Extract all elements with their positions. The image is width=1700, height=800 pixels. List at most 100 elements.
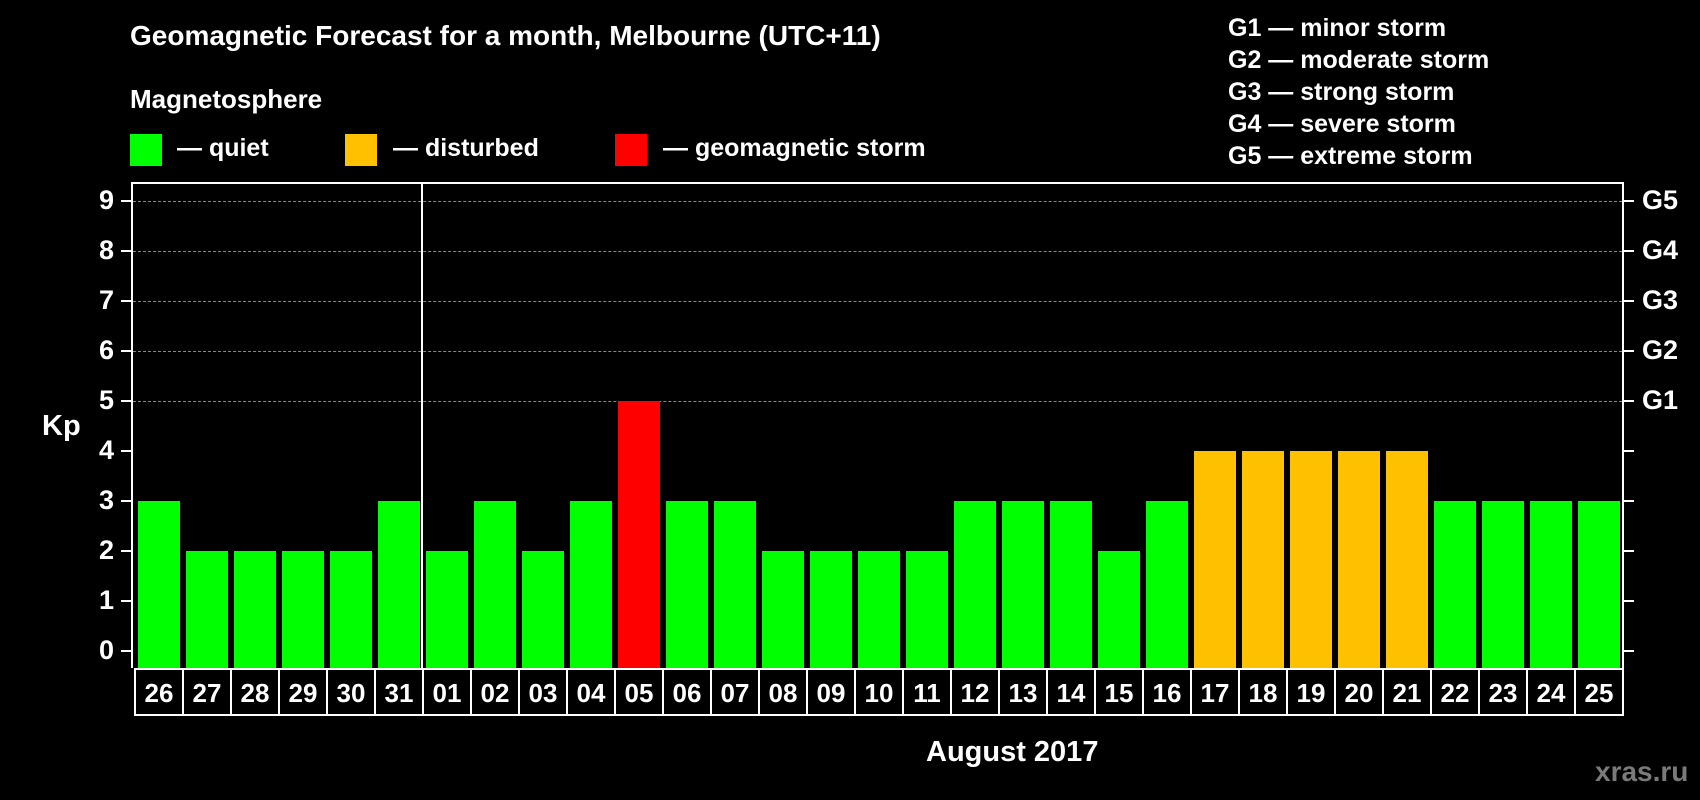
x-tick-label: 30	[328, 670, 376, 716]
y-axis-label: Kp	[42, 410, 81, 442]
gridline	[133, 401, 1622, 402]
x-tick-label: 09	[808, 670, 856, 716]
y-tick-right	[1624, 600, 1634, 602]
bar-quiet	[1002, 501, 1044, 668]
bar-quiet	[810, 551, 852, 668]
y-tick-label: 6	[98, 335, 114, 365]
x-tick-label: 29	[280, 670, 328, 716]
x-tick-label: 19	[1288, 670, 1336, 716]
y-tick-label: 9	[98, 185, 114, 215]
storm-scale-g1: G1 — minor storm	[1228, 14, 1447, 42]
x-tick-label: 16	[1144, 670, 1192, 716]
bar-quiet	[762, 551, 804, 668]
bar-disturbed	[1338, 451, 1380, 668]
y-tick-label: 0	[98, 635, 114, 665]
y-tick	[121, 250, 131, 252]
y-tick	[121, 200, 131, 202]
bar-quiet	[378, 501, 420, 668]
y-tick-right	[1624, 300, 1634, 302]
y-tick-label: 5	[98, 385, 114, 415]
x-tick-label: 18	[1240, 670, 1288, 716]
x-tick-label: 13	[1000, 670, 1048, 716]
bar-quiet	[1146, 501, 1188, 668]
bar-quiet	[474, 501, 516, 668]
y-tick-label: 2	[98, 535, 114, 565]
bar-quiet	[906, 551, 948, 668]
x-tick-label: 02	[472, 670, 520, 716]
y-tick	[121, 450, 131, 452]
y-tick-label: 8	[98, 235, 114, 265]
legend-label-quiet: — quiet	[177, 134, 269, 162]
watermark: xras.ru	[1595, 756, 1689, 787]
g-level-label: G5	[1642, 185, 1679, 215]
bar-quiet	[570, 501, 612, 668]
legend-swatch-storm	[615, 134, 647, 166]
x-tick-label: 25	[1584, 678, 1614, 708]
storm-scale-g2: G2 — moderate storm	[1228, 46, 1490, 74]
y-tick-label: 3	[98, 485, 114, 515]
legend-label-disturbed: — disturbed	[393, 134, 539, 162]
y-tick	[121, 600, 131, 602]
x-tick-label: 23	[1480, 670, 1528, 716]
chart-title: Geomagnetic Forecast for a month, Melbou…	[130, 20, 881, 51]
y-tick-label: 4	[98, 435, 114, 465]
bar-disturbed	[1194, 451, 1236, 668]
bar-quiet	[1050, 501, 1092, 668]
x-tick-label: 12	[952, 670, 1000, 716]
y-tick	[121, 400, 131, 402]
y-tick-right	[1624, 450, 1634, 452]
plot-frame	[131, 182, 1624, 668]
x-tick-label: 01	[424, 670, 472, 716]
bar-quiet	[1098, 551, 1140, 668]
storm-scale-g5: G5 — extreme storm	[1228, 142, 1473, 170]
bar-quiet	[666, 501, 708, 668]
x-tick-label: 17	[1192, 670, 1240, 716]
gridline	[133, 201, 1622, 202]
x-tick-label: 28	[232, 670, 280, 716]
bar-disturbed	[1386, 451, 1428, 668]
bar-quiet	[1578, 501, 1620, 668]
month-separator	[421, 182, 423, 668]
bar-quiet	[138, 501, 180, 668]
bar-quiet	[858, 551, 900, 668]
y-tick-right	[1624, 200, 1634, 202]
y-tick-label: 1	[98, 585, 114, 615]
y-tick-right	[1624, 650, 1634, 652]
y-tick-right	[1624, 250, 1634, 252]
x-tick-label: 24	[1528, 670, 1576, 716]
x-tick-label: 31	[376, 670, 424, 716]
g-level-label: G1	[1642, 385, 1679, 415]
x-tick-label: 11	[904, 670, 952, 716]
bar-quiet	[426, 551, 468, 668]
y-tick	[121, 350, 131, 352]
legend-swatch-quiet	[130, 134, 162, 166]
y-tick	[121, 650, 131, 652]
bar-quiet	[186, 551, 228, 668]
storm-scale-g3: G3 — strong storm	[1228, 78, 1455, 106]
gridline	[133, 251, 1622, 252]
legend-swatch-disturbed	[345, 134, 377, 166]
bar-quiet	[282, 551, 324, 668]
gridline	[133, 351, 1622, 352]
storm-scale-list: G1 — minor storm G2 — moderate storm G3 …	[1228, 12, 1489, 172]
x-tick-label: 15	[1096, 670, 1144, 716]
x-tick-label: 27	[184, 670, 232, 716]
x-tick-label: 04	[568, 670, 616, 716]
g-level-label: G3	[1642, 285, 1679, 315]
bar-quiet	[1530, 501, 1572, 668]
legend-label-storm: — geomagnetic storm	[663, 134, 926, 162]
x-tick-label: 21	[1384, 670, 1432, 716]
y-tick-right	[1624, 350, 1634, 352]
bar-quiet	[1482, 501, 1524, 668]
x-tick-label: 08	[760, 670, 808, 716]
legend-heading: Magnetosphere	[130, 84, 323, 114]
bar-disturbed	[1290, 451, 1332, 668]
bar-quiet	[714, 501, 756, 668]
bar-quiet	[234, 551, 276, 668]
x-tick-label: 14	[1048, 670, 1096, 716]
y-tick-right	[1624, 500, 1634, 502]
x-tick-label: 05	[616, 670, 664, 716]
x-tick-label: 20	[1336, 670, 1384, 716]
x-tick-label: 06	[664, 670, 712, 716]
bar-quiet	[1434, 501, 1476, 668]
